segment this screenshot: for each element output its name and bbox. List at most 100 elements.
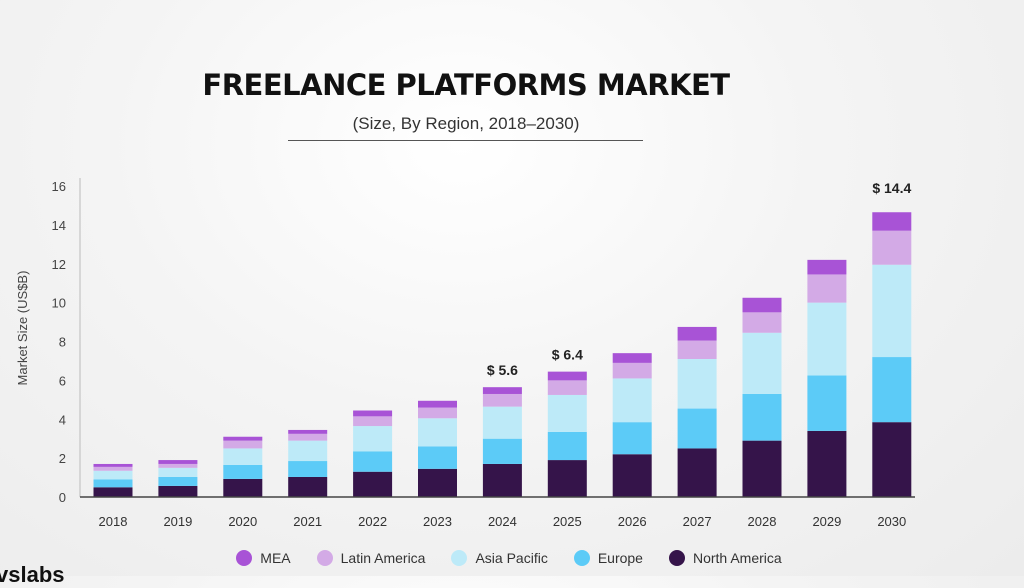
bar-segment-north-america [93, 487, 133, 497]
y-tick-label: 4 [59, 412, 66, 427]
bar-segment-europe [482, 438, 522, 464]
bar-segment-mea [418, 400, 457, 408]
legend-swatch [236, 550, 253, 566]
bar-segment-mea [677, 326, 717, 341]
legend-label: Asia Pacific [475, 550, 548, 566]
bar-segment-asia-pacific [807, 302, 847, 376]
bar-segment-mea [872, 212, 912, 231]
bar-segment-latin-america [223, 440, 263, 449]
bar-segment-asia-pacific [223, 448, 263, 465]
bar-segment-europe [93, 479, 133, 488]
x-tick-label: 2023 [423, 514, 452, 529]
legend-label: Latin America [340, 550, 426, 566]
bar-segment-europe [807, 375, 847, 431]
bar-segment-mea [807, 259, 847, 275]
bar-segment-north-america [223, 478, 263, 497]
title-divider [288, 140, 643, 141]
x-tick-label: 2018 [99, 514, 128, 529]
bar-segment-latin-america [93, 466, 133, 471]
bar-segment-latin-america [288, 433, 328, 441]
bar-segment-latin-america [482, 393, 522, 407]
y-tick-label: 8 [59, 335, 66, 350]
bar-segment-latin-america [742, 312, 782, 333]
legend-label: MEA [260, 550, 291, 566]
legend-swatch [316, 550, 333, 566]
x-tick-label: 2020 [228, 514, 257, 529]
legend-item: MEA [236, 550, 291, 566]
legend-swatch [451, 550, 468, 566]
bar-segment-north-america [807, 430, 847, 497]
legend: MEA Latin America Asia Pacific Europe North … [0, 550, 1024, 566]
bar-segment-mea [742, 297, 782, 313]
legend-swatch [573, 550, 590, 566]
y-tick-label: 16 [52, 179, 66, 194]
bar-segment-asia-pacific [872, 264, 912, 358]
bar-segment-north-america [547, 460, 587, 497]
bar-segment-asia-pacific [612, 378, 652, 423]
bar-segment-mea [353, 410, 393, 417]
x-tick-label: 2019 [163, 514, 192, 529]
data-label: $ 14.4 [872, 180, 911, 196]
bar-segment-north-america [158, 485, 198, 497]
legend-item: Latin America [316, 550, 426, 566]
bar-segment-asia-pacific [93, 470, 133, 480]
bar-segment-latin-america [547, 380, 587, 395]
bar-segment-europe [612, 422, 652, 455]
bar-segment-europe [353, 451, 393, 472]
bar-segment-europe [418, 446, 457, 469]
bar-segment-europe [547, 431, 587, 461]
x-tick-label: 2022 [358, 514, 387, 529]
bar-segment-north-america [482, 463, 522, 497]
legend-item: Asia Pacific [451, 550, 548, 566]
bar-segment-mea [158, 460, 198, 464]
bar-segment-north-america [872, 422, 912, 497]
y-tick-label: 14 [52, 218, 66, 233]
x-tick-label: 2027 [683, 514, 712, 529]
y-tick-label: 10 [52, 296, 66, 311]
bar-segment-north-america [612, 454, 652, 497]
bar-segment-europe [158, 476, 198, 486]
legend-swatch [668, 550, 685, 566]
bar-segment-north-america [288, 476, 328, 497]
bar-segment-latin-america [677, 340, 717, 359]
legend-item: Europe [573, 550, 643, 566]
bar-segment-asia-pacific [158, 467, 198, 477]
y-tick-label: 12 [52, 257, 66, 272]
bar-segment-europe [223, 464, 263, 479]
y-tick-label: 6 [59, 373, 66, 388]
bar-segment-latin-america [872, 230, 912, 265]
legend-label: Europe [597, 550, 643, 566]
bar-segment-asia-pacific [482, 406, 522, 439]
bar-segment-asia-pacific [288, 440, 328, 462]
bar-segment-latin-america [807, 274, 847, 303]
bar-segment-latin-america [612, 362, 652, 379]
x-tick-label: 2030 [877, 514, 906, 529]
bar-segment-europe [677, 408, 717, 449]
x-tick-label: 2024 [488, 514, 517, 529]
data-label: $ 5.6 [487, 362, 518, 378]
bar-segment-latin-america [158, 463, 198, 468]
bar-segment-latin-america [418, 407, 457, 419]
bar-segment-latin-america [353, 416, 393, 427]
bar-segment-mea [547, 371, 587, 381]
y-tick-label: 0 [59, 490, 66, 505]
bar-segment-asia-pacific [547, 394, 587, 432]
bar-segment-north-america [418, 468, 457, 497]
y-axis-label: Market Size (US$B) [15, 271, 30, 386]
logo: vslabs [0, 562, 65, 587]
bar-segment-north-america [742, 440, 782, 497]
bar-segment-mea [288, 429, 328, 434]
y-tick-label: 2 [59, 451, 66, 466]
bar-segment-north-america [353, 471, 393, 497]
x-tick-label: 2029 [812, 514, 841, 529]
stacked-bar-chart: 0 2 4 6 8 10 12 14 16 Market Size (US$B) 2018 2019 2… [15, 178, 915, 529]
bar-segment-europe [872, 357, 912, 423]
bar-segment-asia-pacific [418, 418, 457, 447]
bar-segment-north-america [677, 448, 717, 497]
bar-segment-mea [612, 353, 652, 363]
bar-segment-europe [742, 393, 782, 441]
legend-label: North America [692, 550, 782, 566]
bar-segment-europe [288, 461, 328, 477]
x-tick-label: 2028 [748, 514, 777, 529]
data-label: $ 6.4 [552, 347, 583, 363]
